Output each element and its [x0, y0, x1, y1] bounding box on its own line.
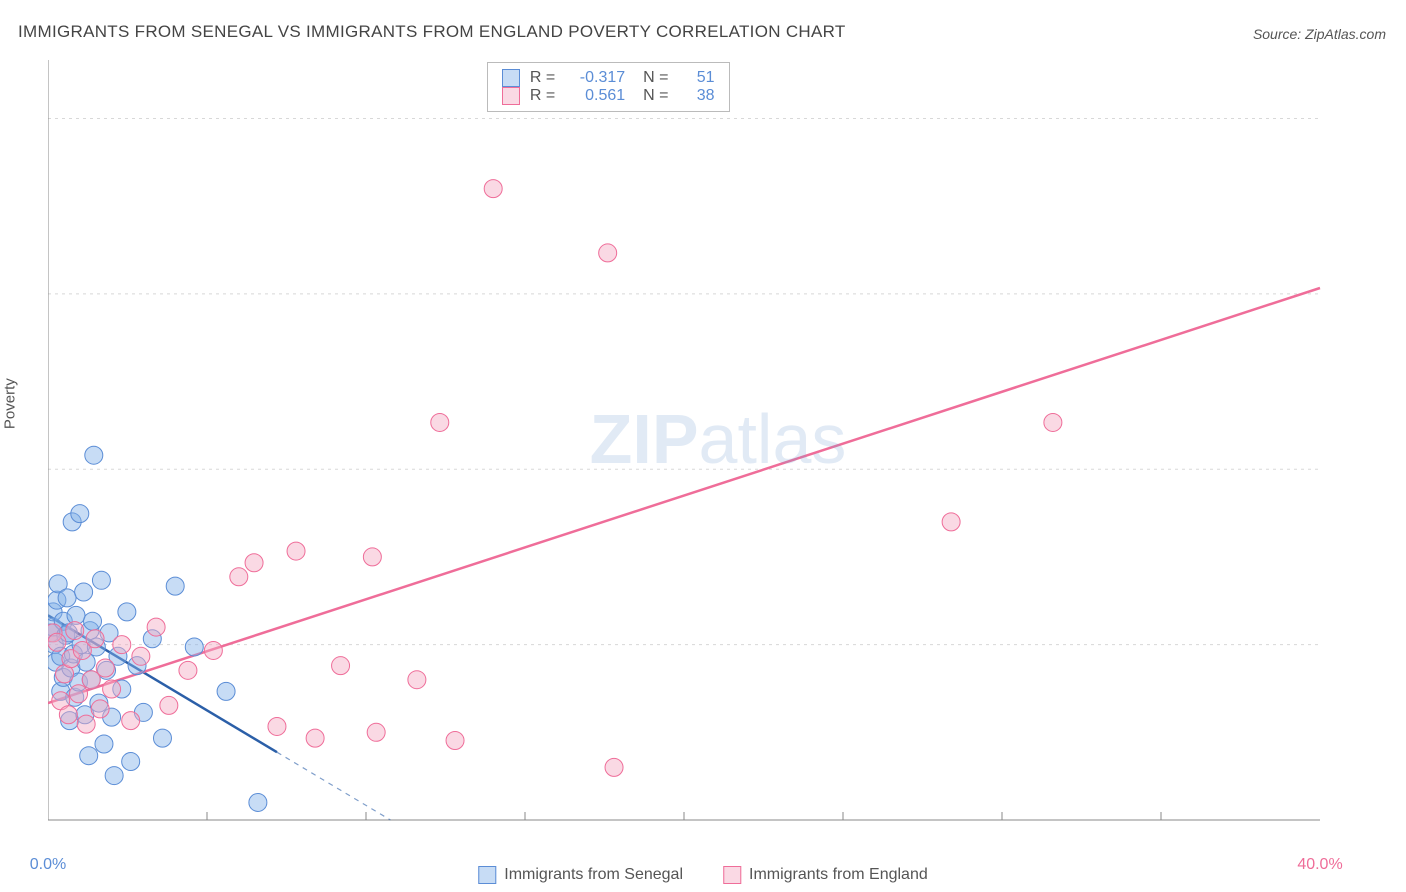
legend-item-england: Immigrants from England [723, 866, 928, 884]
legend-swatch [478, 866, 496, 884]
n-value: 38 [679, 87, 715, 105]
x-tick-label-left: 0.0% [30, 856, 66, 874]
r-label: R = [530, 69, 555, 87]
series-legend: Immigrants from Senegal Immigrants from … [478, 866, 927, 884]
page-title: IMMIGRANTS FROM SENEGAL VS IMMIGRANTS FR… [18, 22, 846, 42]
n-label: N = [643, 87, 668, 105]
n-label: N = [643, 69, 668, 87]
r-value: 0.561 [565, 87, 625, 105]
chart-area: ZIPatlas R =-0.317 N =51 R =0.561 N =38 … [48, 60, 1388, 850]
x-tick-label-right: 40.0% [1297, 856, 1342, 874]
legend-swatch [502, 69, 520, 87]
legend-label: Immigrants from England [749, 866, 928, 884]
n-value: 51 [679, 69, 715, 87]
r-label: R = [530, 87, 555, 105]
source-attribution: Source: ZipAtlas.com [1253, 26, 1386, 42]
legend-swatch [502, 87, 520, 105]
r-value: -0.317 [565, 69, 625, 87]
legend-item-senegal: Immigrants from Senegal [478, 866, 683, 884]
scatter-chart [48, 60, 1388, 850]
correlation-row: R = -0.317 N = 51 [502, 69, 715, 87]
correlation-row: R = 0.561 N = 38 [502, 87, 715, 105]
y-axis-label: Poverty [2, 378, 19, 429]
legend-label: Immigrants from Senegal [504, 866, 683, 884]
correlation-legend: R = -0.317 N = 51 R = 0.561 N = 38 [487, 62, 730, 112]
legend-swatch [723, 866, 741, 884]
